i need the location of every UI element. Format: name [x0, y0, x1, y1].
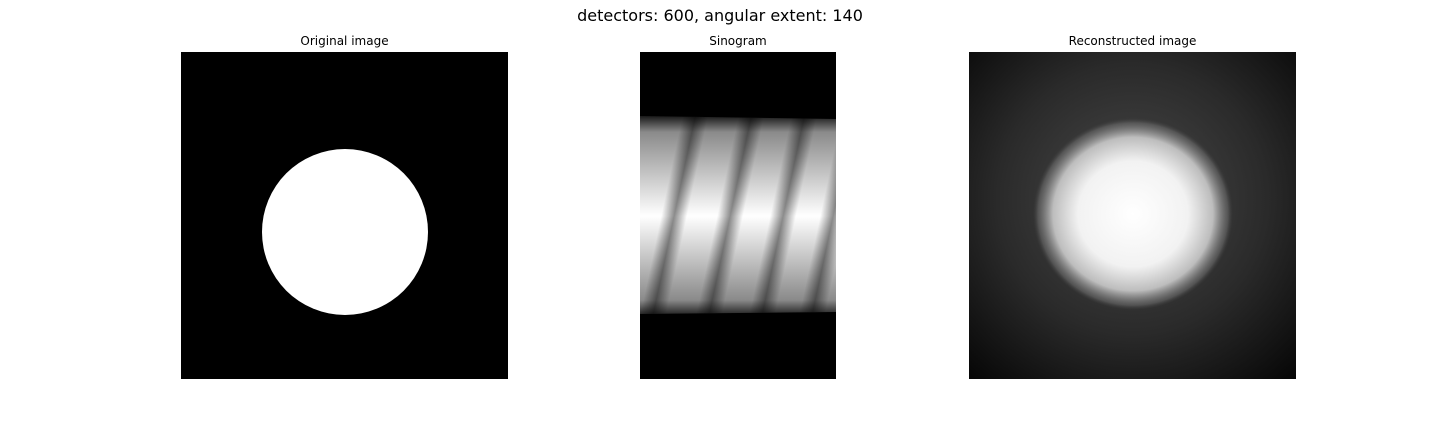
sinogram-stripe — [694, 116, 766, 314]
figure-suptitle: detectors: 600, angular extent: 140 — [577, 6, 863, 25]
sinogram-panel: Sinogram — [640, 34, 836, 379]
sinogram-stripe — [640, 116, 710, 314]
original-image-disc — [262, 149, 428, 315]
sinogram-stripe — [747, 116, 819, 314]
reconstructed-image-panel: Reconstructed image — [969, 34, 1296, 379]
original-image-panel: Original image — [181, 34, 508, 379]
reconstructed-image-canvas — [969, 52, 1296, 379]
original-image-title: Original image — [300, 34, 389, 48]
reconstructed-image-disc — [1033, 118, 1233, 310]
original-image-canvas — [181, 52, 508, 379]
reconstructed-image-svg — [969, 52, 1296, 379]
sinogram-band — [640, 116, 836, 314]
sinogram-stripe — [797, 116, 836, 314]
sinogram-title: Sinogram — [709, 34, 767, 48]
sinogram-canvas — [640, 52, 836, 379]
sinogram-svg — [640, 52, 836, 379]
reconstructed-image-title: Reconstructed image — [1068, 34, 1197, 48]
original-image-svg — [181, 52, 508, 379]
